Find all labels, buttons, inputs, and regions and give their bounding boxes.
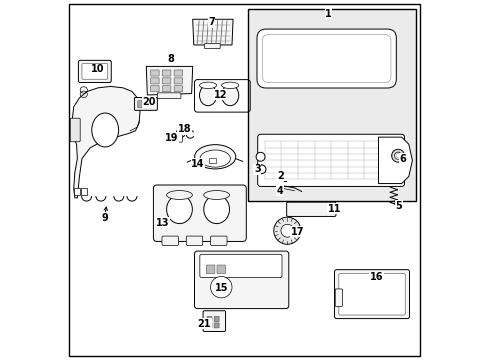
Ellipse shape — [203, 195, 229, 224]
FancyBboxPatch shape — [334, 270, 408, 319]
Text: 4: 4 — [276, 186, 283, 196]
FancyBboxPatch shape — [174, 86, 183, 92]
FancyBboxPatch shape — [162, 70, 171, 76]
Ellipse shape — [92, 113, 118, 147]
Text: 1: 1 — [325, 9, 331, 19]
Circle shape — [391, 149, 404, 162]
FancyBboxPatch shape — [286, 202, 335, 216]
Text: 21: 21 — [197, 319, 211, 329]
Text: 12: 12 — [213, 90, 226, 100]
Circle shape — [257, 165, 265, 174]
FancyBboxPatch shape — [78, 60, 111, 82]
Ellipse shape — [166, 195, 192, 224]
Ellipse shape — [199, 85, 216, 106]
Text: 19: 19 — [164, 133, 178, 143]
FancyBboxPatch shape — [149, 101, 153, 108]
FancyBboxPatch shape — [134, 98, 157, 111]
FancyBboxPatch shape — [214, 323, 219, 328]
FancyBboxPatch shape — [209, 158, 216, 163]
Text: 17: 17 — [290, 227, 304, 237]
Ellipse shape — [199, 82, 216, 89]
FancyBboxPatch shape — [70, 118, 80, 142]
FancyBboxPatch shape — [204, 44, 220, 49]
FancyBboxPatch shape — [150, 70, 159, 76]
Text: 10: 10 — [90, 64, 104, 74]
FancyBboxPatch shape — [210, 236, 226, 246]
FancyBboxPatch shape — [162, 86, 171, 92]
FancyBboxPatch shape — [74, 188, 80, 195]
FancyBboxPatch shape — [206, 316, 212, 321]
Circle shape — [273, 217, 300, 244]
Circle shape — [210, 276, 231, 298]
Text: 3: 3 — [253, 164, 260, 174]
Polygon shape — [72, 86, 140, 198]
FancyBboxPatch shape — [162, 78, 171, 84]
FancyBboxPatch shape — [82, 64, 107, 79]
FancyBboxPatch shape — [174, 78, 183, 84]
Text: 5: 5 — [395, 201, 401, 211]
FancyBboxPatch shape — [194, 251, 288, 309]
Text: 6: 6 — [398, 154, 405, 163]
FancyBboxPatch shape — [200, 254, 282, 278]
FancyBboxPatch shape — [206, 265, 214, 274]
Ellipse shape — [256, 152, 264, 161]
Text: 13: 13 — [156, 218, 169, 228]
FancyBboxPatch shape — [143, 101, 147, 108]
FancyBboxPatch shape — [186, 236, 203, 246]
Ellipse shape — [221, 85, 238, 106]
Circle shape — [281, 224, 293, 237]
FancyBboxPatch shape — [162, 236, 178, 246]
FancyBboxPatch shape — [203, 311, 225, 332]
FancyBboxPatch shape — [338, 274, 405, 315]
Text: 7: 7 — [208, 17, 215, 27]
Text: 18: 18 — [177, 124, 191, 134]
FancyBboxPatch shape — [257, 29, 395, 88]
FancyBboxPatch shape — [138, 101, 142, 108]
Ellipse shape — [221, 82, 238, 89]
Polygon shape — [378, 137, 411, 184]
FancyBboxPatch shape — [81, 188, 86, 195]
Ellipse shape — [166, 190, 192, 199]
Text: 9: 9 — [101, 212, 108, 222]
Ellipse shape — [203, 190, 229, 199]
Text: 8: 8 — [167, 54, 174, 64]
Text: 14: 14 — [191, 159, 204, 169]
FancyBboxPatch shape — [214, 316, 219, 321]
FancyBboxPatch shape — [206, 323, 212, 328]
Polygon shape — [146, 66, 192, 95]
Ellipse shape — [256, 165, 264, 174]
Text: 2: 2 — [276, 171, 283, 181]
Text: 16: 16 — [369, 272, 383, 282]
Bar — [247, 9, 415, 202]
FancyBboxPatch shape — [257, 134, 404, 186]
FancyBboxPatch shape — [217, 265, 225, 274]
FancyBboxPatch shape — [153, 185, 246, 242]
Ellipse shape — [194, 145, 235, 169]
Circle shape — [394, 152, 401, 159]
FancyBboxPatch shape — [150, 78, 159, 84]
FancyBboxPatch shape — [335, 289, 342, 306]
Text: 11: 11 — [327, 203, 341, 213]
Text: 15: 15 — [214, 283, 227, 293]
FancyBboxPatch shape — [157, 93, 181, 99]
Polygon shape — [192, 19, 233, 45]
FancyBboxPatch shape — [173, 133, 182, 142]
FancyBboxPatch shape — [174, 70, 183, 76]
Text: 20: 20 — [142, 97, 155, 107]
Ellipse shape — [200, 150, 230, 167]
FancyBboxPatch shape — [150, 86, 159, 92]
